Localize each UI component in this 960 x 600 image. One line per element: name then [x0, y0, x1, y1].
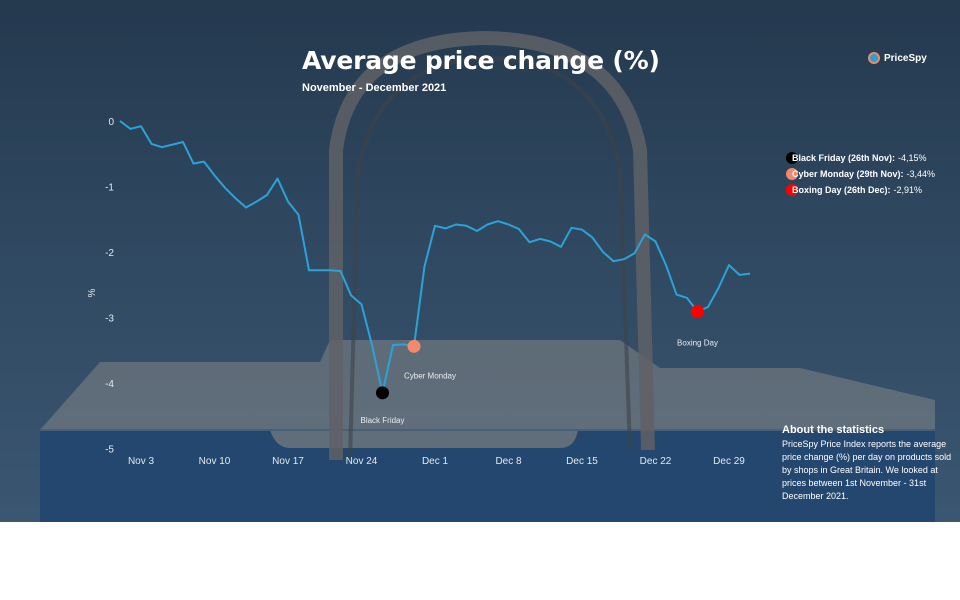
x-tick-label: Dec 1 [422, 456, 449, 467]
brand-logo: PriceSpy [868, 52, 927, 64]
chart-canvas: Average price change (%) November - Dece… [0, 0, 960, 522]
legend-marker-icon [786, 184, 798, 196]
highlight-point [376, 386, 389, 400]
legend-item: Boxing Day (26th Dec): -2,91% [786, 182, 935, 198]
legend-value: -3,44% [906, 169, 936, 179]
highlight-label: Cyber Monday [404, 371, 456, 380]
y-tick-label: -1 [105, 183, 114, 194]
brand-name: PriceSpy [884, 52, 927, 64]
legend-label: Black Friday (26th Nov): [792, 153, 896, 163]
x-tick-label: Nov 24 [346, 456, 378, 467]
highlight-label: Boxing Day [677, 339, 718, 348]
y-tick-label: -5 [105, 445, 114, 456]
legend-marker-icon [786, 152, 798, 164]
highlight-point [691, 305, 704, 319]
chart-subtitle: November - December 2021 [302, 82, 447, 94]
x-tick-label: Nov 17 [272, 456, 304, 467]
y-tick-label: -4 [105, 379, 114, 390]
highlight-point [407, 339, 421, 353]
price-change-line [119, 120, 751, 394]
legend-item: Cyber Monday (29th Nov): -3,44% [786, 166, 935, 182]
x-tick-label: Nov 10 [199, 456, 231, 467]
y-axis-label: % [87, 288, 98, 297]
about-title: About the statistics [782, 424, 885, 436]
y-tick-label: -2 [105, 248, 114, 259]
x-tick-label: Dec 29 [713, 456, 745, 467]
x-tick-label: Dec 8 [495, 456, 522, 467]
shopping-bag-illustration [40, 30, 935, 522]
x-tick-label: Nov 3 [128, 456, 155, 467]
about-panel: About the statistics PriceSpy Price Inde… [782, 424, 952, 503]
chart-title: Average price change (%) [302, 46, 660, 75]
y-tick-label: 0 [108, 117, 114, 128]
about-body: PriceSpy Price Index reports the average… [782, 439, 952, 501]
legend: Black Friday (26th Nov): -4,15% Cyber Mond… [786, 150, 935, 198]
legend-value: -2,91% [893, 185, 923, 195]
legend-marker-icon [786, 168, 798, 180]
highlight-label: Black Friday [360, 416, 404, 425]
legend-label: Cyber Monday (29th Nov): [792, 169, 904, 179]
x-tick-label: Dec 22 [640, 456, 672, 467]
pricespy-logo-icon [868, 52, 880, 64]
legend-item: Black Friday (26th Nov): -4,15% [786, 150, 935, 166]
legend-value: -4,15% [898, 153, 927, 163]
line-chart: 0 -1 -2 -3 -4 -5% Nov 3 Nov 10 Nov 17 Nov 24 Dec 1… [87, 117, 751, 467]
x-tick-label: Dec 15 [566, 456, 598, 467]
y-tick-label: -3 [105, 314, 114, 325]
legend-label: Boxing Day (26th Dec): [792, 185, 891, 195]
